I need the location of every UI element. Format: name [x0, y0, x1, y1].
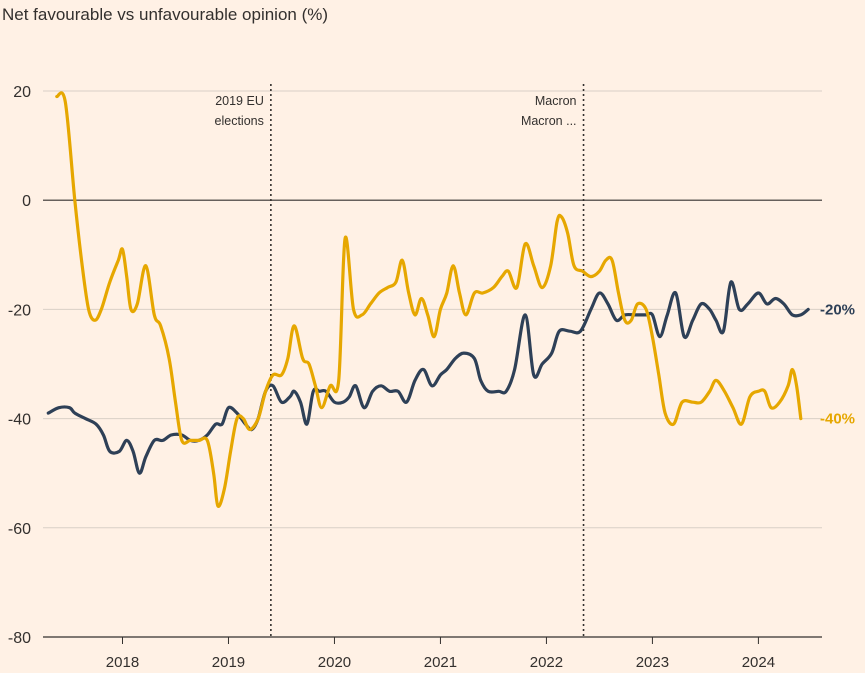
series-line-gold — [55, 91, 803, 509]
y-tick-label: 20 — [13, 84, 31, 101]
x-tick-label: 2024 — [742, 654, 775, 671]
annotations: 2019 EU elections Macron Macron ... — [215, 84, 585, 637]
series-line-navy — [46, 280, 810, 475]
annotation-label: elections — [215, 114, 264, 128]
annotation-label: 2019 EU — [215, 94, 264, 108]
x-tick-label: 2020 — [318, 654, 351, 671]
y-tick-label: -20 — [8, 302, 31, 319]
y-tick-label: 0 — [22, 193, 31, 210]
chart-title: Net favourable vs unfavourable opinion (… — [2, 5, 328, 24]
annotation-label: Macron — [535, 94, 577, 108]
x-tick-label: 2021 — [424, 654, 457, 671]
gridlines — [43, 90, 822, 638]
end-label-gold: -40% — [820, 411, 855, 428]
annotation-label: Macron ... — [521, 114, 577, 128]
y-tick-label: -40 — [8, 412, 31, 429]
y-tick-label: -60 — [8, 521, 31, 538]
end-labels: -20% -40% — [820, 301, 855, 427]
x-tick-label: 2019 — [212, 654, 245, 671]
x-tick-label: 2023 — [636, 654, 669, 671]
y-axis-ticks: 20 0 -20 -40 -60 -80 — [8, 84, 31, 647]
end-label-navy: -20% — [820, 301, 855, 318]
x-tick-label: 2018 — [106, 654, 139, 671]
y-tick-label: -80 — [8, 630, 31, 647]
x-axis: 2018 2019 2020 2021 2022 2023 2024 — [43, 636, 822, 671]
x-tick-label: 2022 — [530, 654, 563, 671]
series-lines — [46, 91, 810, 509]
